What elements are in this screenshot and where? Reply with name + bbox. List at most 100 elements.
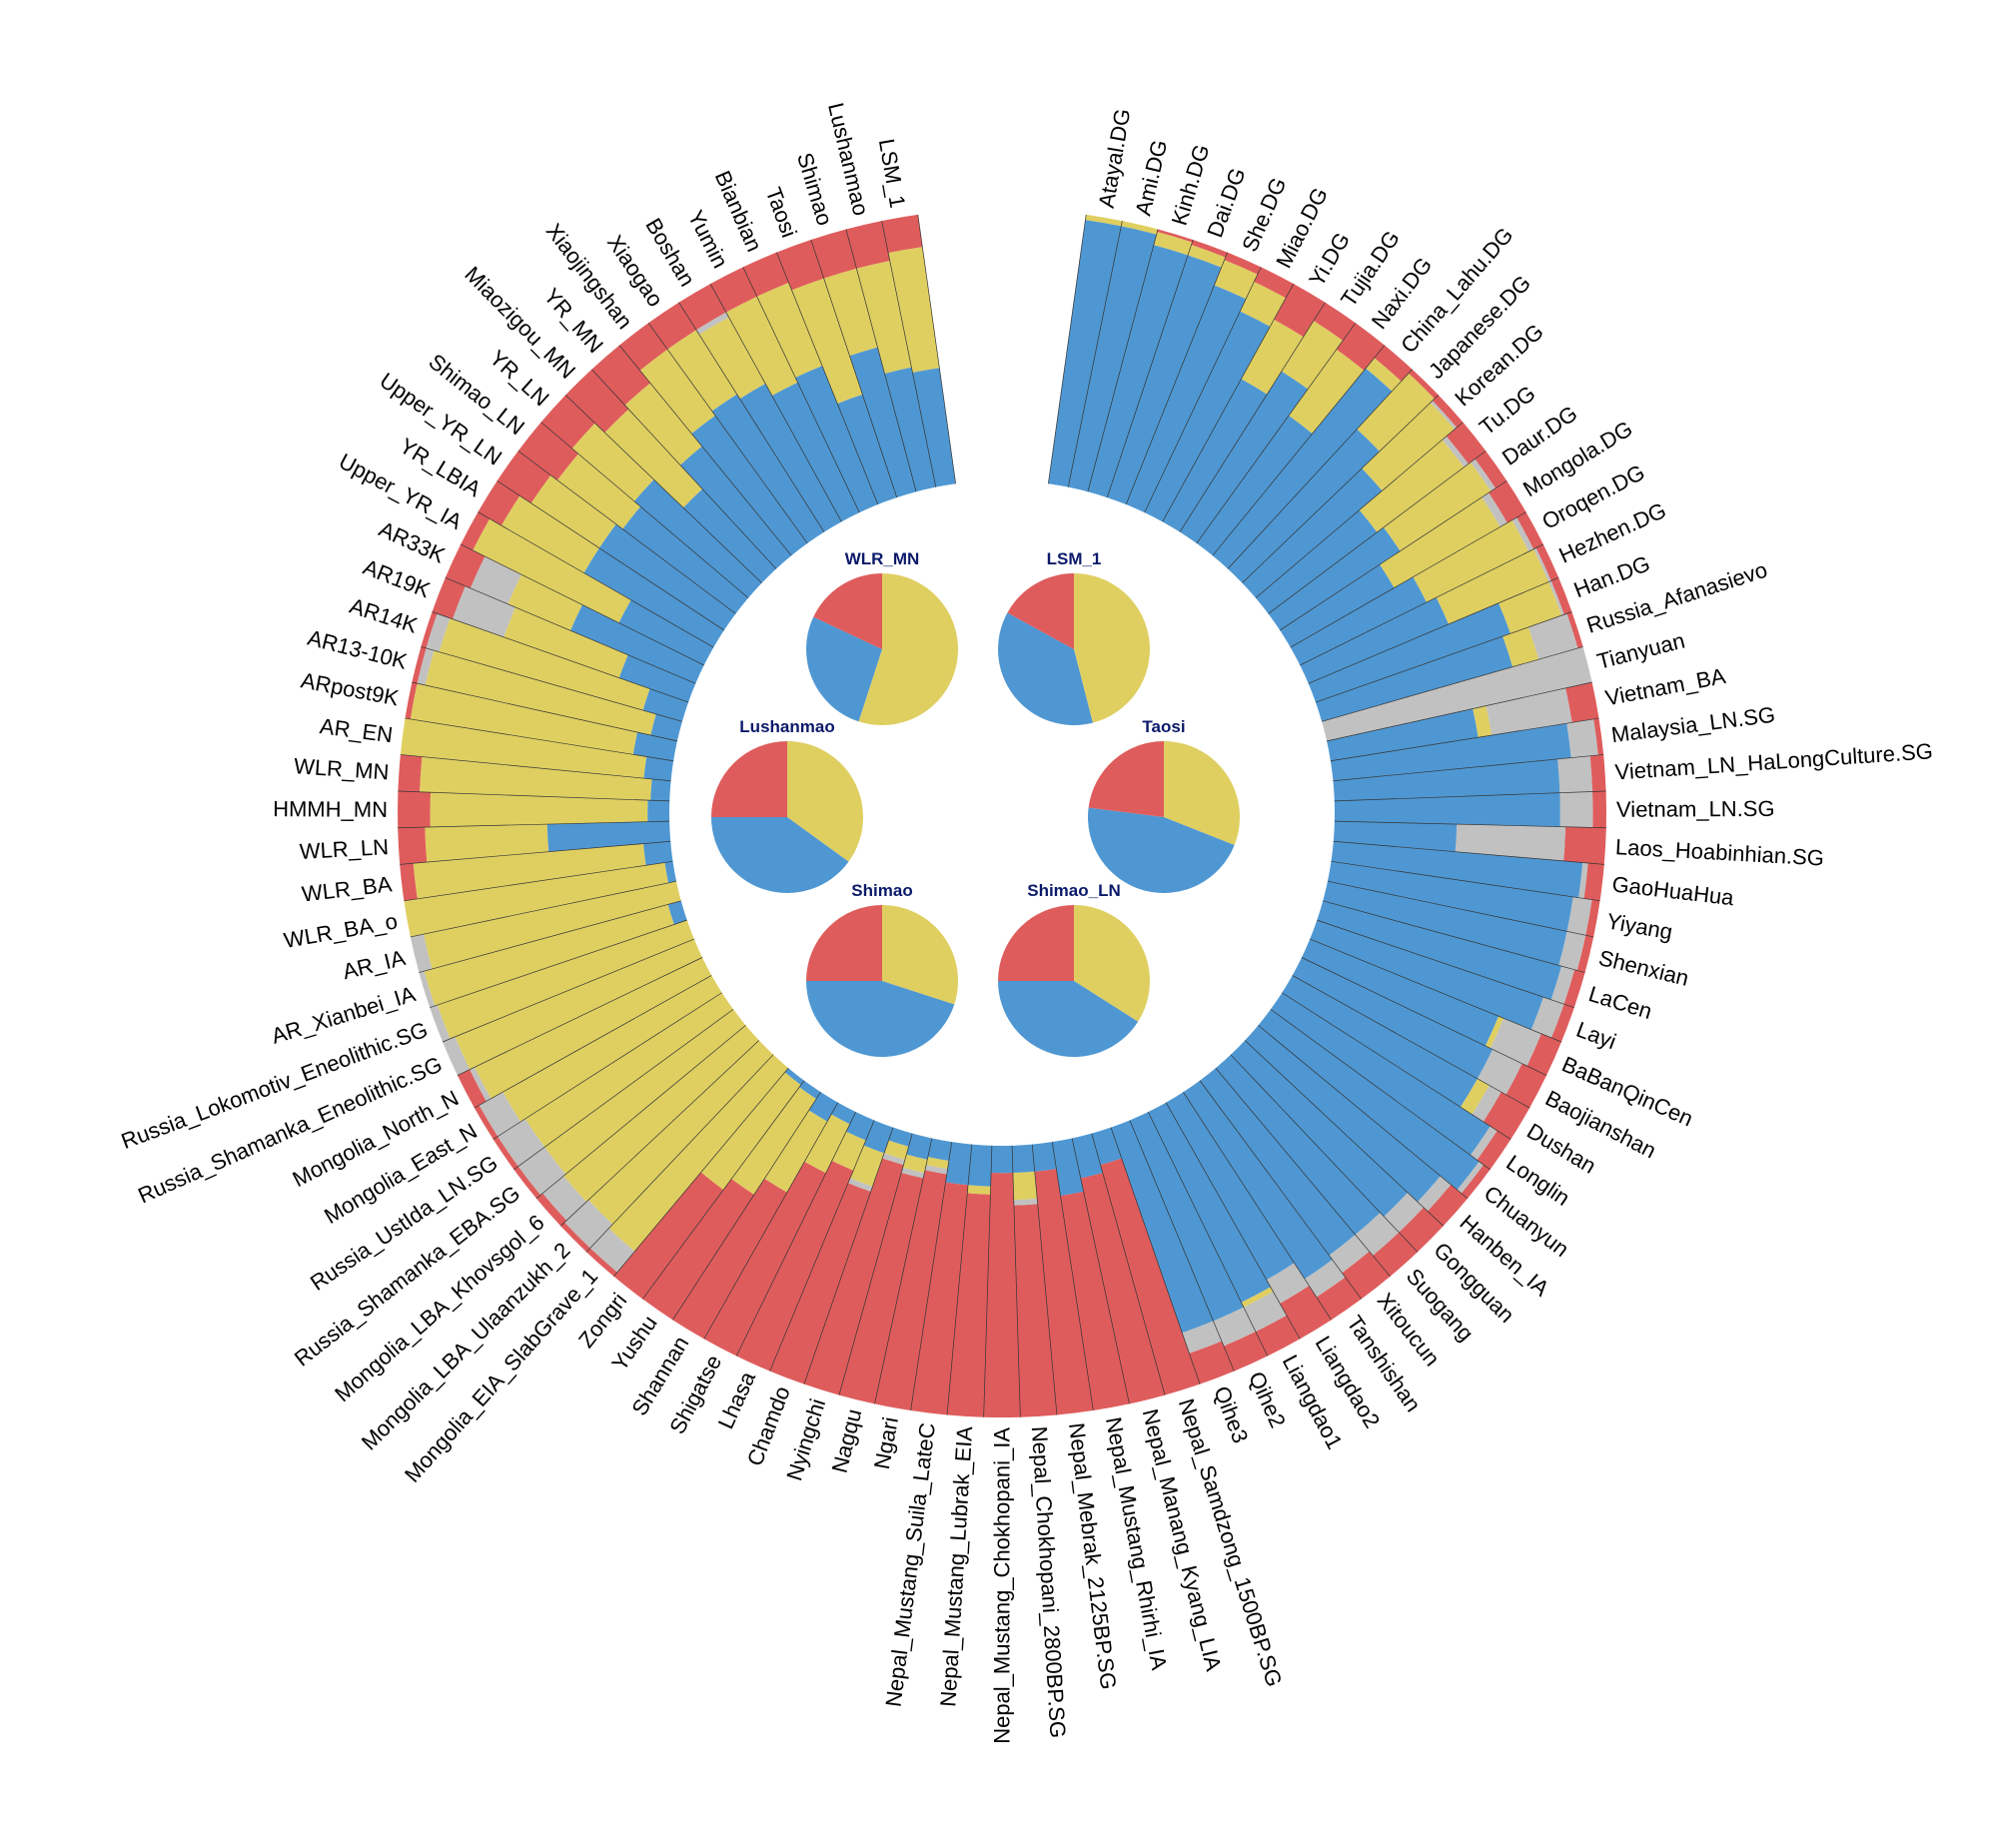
bar-segment-liangdao2-blue <box>1166 1092 1295 1281</box>
bar-segment-qihe3-blue <box>1111 1120 1214 1334</box>
bar-segment-miaozigou-mn-red <box>565 369 629 434</box>
bar-segment-ar-xianbei-ia-blue <box>667 900 687 925</box>
bar-segment-tanshishan-red <box>1316 1277 1362 1321</box>
bar-segment-lhasa-blue <box>846 1112 875 1141</box>
bar-segment-lhasa-red <box>736 1161 854 1372</box>
bar-segment-yr-lbia-blue <box>583 547 724 648</box>
bar-segment-yushu-blue <box>799 1080 821 1100</box>
bar-segment-russia-shamanka-eba-sg-gray <box>517 1147 566 1196</box>
group-separator <box>1317 919 1574 1008</box>
bar-segment-atayal-dg-yellow <box>1085 214 1123 227</box>
bar-segment-layi-gray <box>1530 997 1564 1038</box>
bar-segment-yiyang-gray <box>1566 896 1592 936</box>
bar-segment-nepal-mustang-lubrak-eia-yellow <box>967 1185 991 1195</box>
pie-slice-taosi-blue <box>1088 807 1235 893</box>
group-separator <box>1011 1145 1021 1417</box>
bar-segment-hanben-ia-red <box>1427 1184 1469 1227</box>
group-separator <box>1147 1111 1269 1357</box>
bar-segment-lacen-gray <box>1550 966 1575 1005</box>
bar-segment-nepal-chokhopani-2800bp-sg-blue <box>1012 1144 1035 1174</box>
group-label-hmmh-mn: HMMH_MN <box>273 796 388 822</box>
bar-segment-shimao-yellow <box>823 268 878 357</box>
bar-segment-kinh-dg-blue <box>1087 245 1189 498</box>
bar-segment-qihe3-gray <box>1182 1321 1222 1354</box>
group-separator <box>1282 992 1511 1140</box>
bar-segment-hezhen-dg-gray <box>1533 547 1551 582</box>
bar-segment-mongolia-lba-khovsgol-6-yellow <box>563 1025 759 1203</box>
group-separator <box>1334 820 1606 829</box>
bar-segment-ami-dg-yellow <box>1121 221 1159 235</box>
bar-segment-layi-red <box>1550 1004 1574 1043</box>
group-separator <box>398 820 670 829</box>
group-separator <box>613 1068 789 1277</box>
bar-segment-nagqu-gray <box>901 1167 925 1179</box>
bar-segment-yumin-yellow <box>725 296 798 397</box>
bar-segment-hanben-ia-gray <box>1417 1176 1452 1212</box>
bar-segment-chuanyun-blue <box>1258 1009 1480 1191</box>
pie-slice-lsm-1-blue <box>998 612 1093 725</box>
bar-segment-shenxian-red <box>1576 935 1594 973</box>
bar-segment-kinh-dg-red <box>1157 229 1194 243</box>
bar-segment-tanshishan-blue <box>1183 1080 1333 1280</box>
pie-title-lushanmao: Lushanmao <box>739 717 834 736</box>
bar-segment-dai-dg-yellow <box>1188 245 1226 268</box>
bar-segment-shigatse-yellow <box>804 1114 850 1174</box>
group-label-kinh-dg: Kinh.DG <box>1167 142 1215 229</box>
group-separator <box>445 576 696 684</box>
group-separator <box>1292 975 1530 1109</box>
bar-segment-ar33k-red <box>445 543 486 588</box>
pie-charts: WLR_MN LSM_1 Lushanmao Taosi Shimao Shimao_LN <box>711 549 1240 1058</box>
group-separator <box>1279 480 1507 631</box>
bar-segment-dushan-yellow <box>1460 1078 1490 1115</box>
bar-segment-laos-hoabinhian-sg-red <box>1563 826 1606 865</box>
group-separator <box>1230 1054 1419 1253</box>
group-separator <box>460 543 704 666</box>
bar-segment-china-lahu-dg-yellow <box>1366 358 1402 392</box>
group-separator <box>1301 957 1547 1076</box>
group-separator <box>400 754 671 782</box>
bar-segment-atayal-dg-blue <box>1048 220 1122 487</box>
bar-segment-russia-afanasievo-red <box>1566 611 1583 648</box>
group-separator <box>1322 646 1583 722</box>
group-label-vietnam-ba: Vietnam_BA <box>1603 663 1728 710</box>
group-separator <box>881 221 937 487</box>
group-separator <box>1031 1144 1058 1415</box>
group-separator <box>1106 239 1194 498</box>
bar-segment-nepal-chokhopani-2800bp-sg-yellow <box>1012 1171 1038 1201</box>
group-label-yiyang: Yiyang <box>1604 908 1674 944</box>
group-separator <box>405 717 674 762</box>
bar-segment-xiaogao-red <box>648 302 696 350</box>
bar-segment-xiaojingshan-red <box>619 323 668 371</box>
bar-segment-qihe2-red <box>1223 1332 1268 1372</box>
bar-segment-vietnam-ln-sg-gray <box>1559 791 1593 828</box>
group-separator <box>838 1133 913 1395</box>
bar-segment-russia-lokomotiv-eneolithic-sg-yellow <box>437 920 694 1039</box>
group-separator <box>497 480 725 631</box>
bar-segment-kinh-dg-yellow <box>1153 232 1193 256</box>
bar-segment-vietnam-ba-gray <box>1486 687 1572 736</box>
bar-segment-xiaogao-yellow <box>667 330 737 412</box>
bar-segment-she-dg-yellow <box>1214 260 1258 300</box>
group-label-ami-dg: Ami.DG <box>1130 137 1172 218</box>
bar-segment-wlr-ln-blue <box>546 821 671 852</box>
group-label-gaohuahua: GaoHuaHua <box>1610 871 1735 910</box>
bar-segment-korean-dg-red <box>1432 395 1464 428</box>
bar-segment-vietnam-ba-red <box>1565 682 1599 723</box>
bar-segment-daur-dg-red <box>1475 451 1507 488</box>
bar-segment-yi-dg-red <box>1274 284 1326 338</box>
group-label-wlr-ba-o: WLR_BA_o <box>282 908 400 953</box>
group-separator <box>1244 1040 1445 1227</box>
bar-segment-hezhen-dg-yellow <box>1436 548 1549 624</box>
bar-segment-korean-dg-yellow <box>1362 402 1456 491</box>
bar-segment-mongolia-eia-slabgrave-1-red <box>586 1248 617 1277</box>
bar-segment-ami-dg-blue <box>1068 226 1157 492</box>
bar-segment-mongola-dg-red <box>1489 480 1526 523</box>
group-separator <box>769 1120 875 1372</box>
group-separator <box>1327 880 1594 938</box>
bar-segment-qihe2-blue <box>1129 1112 1244 1322</box>
bar-segment-vietnam-ln-halongculture-sg-blue <box>1333 758 1560 801</box>
bar-segment-mongolia-eia-slabgrave-1-gray <box>589 1228 635 1273</box>
group-label-nyingchi: Nyingchi <box>781 1395 830 1483</box>
group-label-wlr-ba: WLR_BA <box>301 871 394 906</box>
bar-segment-nepal-samdzong-1500bp-sg-red <box>1100 1158 1201 1395</box>
